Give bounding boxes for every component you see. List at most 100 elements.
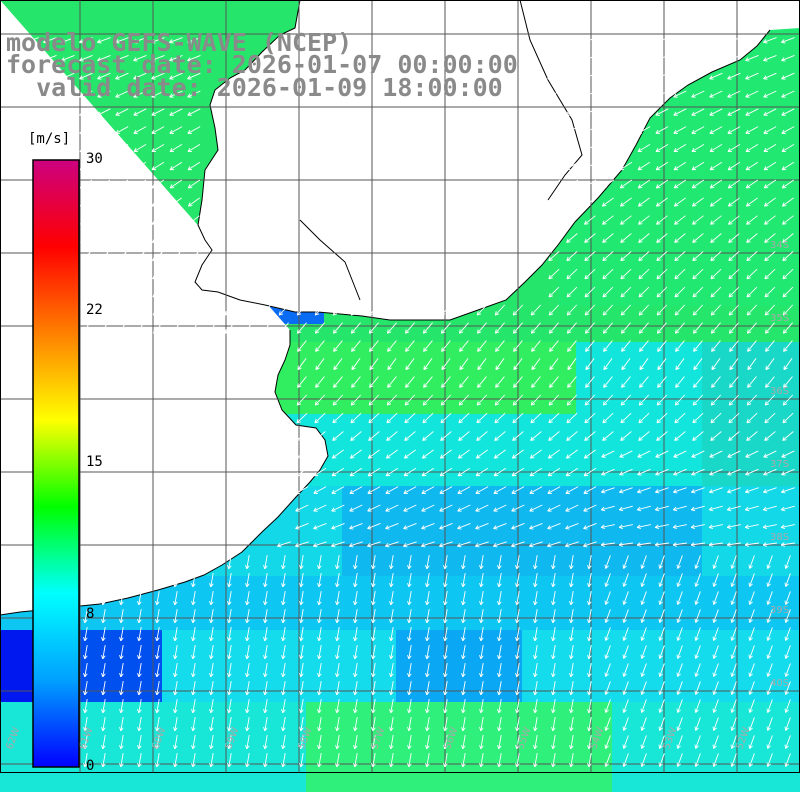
wind-cell — [342, 774, 360, 792]
wind-cell — [324, 486, 342, 504]
border-line — [519, 0, 583, 201]
wind-cell — [756, 54, 774, 72]
wind-cell — [774, 558, 792, 576]
wind-cell — [684, 594, 702, 612]
wind-cell — [612, 504, 630, 522]
wind-cell — [666, 558, 684, 576]
wind-cell — [108, 0, 126, 18]
wind-cell — [594, 684, 612, 702]
wind-cell — [162, 0, 180, 18]
wind-arrow — [745, 72, 759, 80]
wind-cell — [486, 756, 504, 774]
wind-arrow — [61, 72, 75, 80]
wind-cell — [198, 36, 216, 54]
wind-cell — [684, 684, 702, 702]
wind-cell — [468, 774, 486, 792]
wind-cell — [558, 504, 576, 522]
wind-cell — [792, 360, 800, 378]
wind-cell — [666, 126, 684, 144]
wind-cell — [792, 684, 800, 702]
wind-cell — [270, 774, 288, 792]
wind-cell — [738, 72, 756, 90]
wind-cell — [360, 522, 378, 540]
wind-cell — [666, 486, 684, 504]
wind-cell — [198, 72, 216, 90]
wind-cell — [666, 630, 684, 648]
wind-cell — [792, 216, 800, 234]
wind-cell — [432, 774, 450, 792]
wind-cell — [630, 630, 648, 648]
wind-arrow — [691, 37, 705, 44]
wind-cell — [288, 522, 306, 540]
wind-cell — [648, 450, 666, 468]
wind-cell — [684, 576, 702, 594]
wind-cell — [666, 504, 684, 522]
wind-cell — [774, 738, 792, 756]
wind-cell — [630, 612, 648, 630]
wind-cell — [666, 108, 684, 126]
wind-cell — [792, 396, 800, 414]
wind-cell — [756, 486, 774, 504]
wind-cell — [594, 486, 612, 504]
wind-cell — [774, 702, 792, 720]
wind-cell — [198, 54, 216, 72]
wind-cell — [720, 648, 738, 666]
wind-arrow — [79, 90, 93, 98]
wind-cell — [648, 486, 666, 504]
wind-cell — [774, 72, 792, 90]
wind-cell — [666, 684, 684, 702]
wind-cell — [486, 486, 504, 504]
wind-cell — [720, 756, 738, 774]
wind-cell — [684, 702, 702, 720]
wind-cell — [792, 720, 800, 738]
wind-cell — [684, 108, 702, 126]
wind-arrow — [745, 37, 759, 44]
wind-arrow — [619, 54, 633, 62]
wind-cell — [648, 666, 666, 684]
wind-cell — [738, 126, 756, 144]
wind-cell — [792, 54, 800, 72]
wind-cell — [756, 90, 774, 108]
wind-cell — [702, 468, 720, 486]
wind-arrow — [727, 37, 741, 44]
wind-cell — [648, 756, 666, 774]
wind-cell — [306, 504, 324, 522]
wind-cell — [720, 684, 738, 702]
wind-cell — [684, 126, 702, 144]
wind-cell — [630, 504, 648, 522]
wind-arrow — [655, 54, 669, 62]
wind-cell — [630, 486, 648, 504]
wind-cell — [792, 630, 800, 648]
wind-arrow — [169, 37, 183, 44]
wind-cell — [684, 630, 702, 648]
wind-arrow — [547, 37, 561, 44]
wind-cell — [612, 630, 630, 648]
wind-arrow — [619, 72, 633, 80]
wind-cell — [648, 468, 666, 486]
wind-cell — [738, 666, 756, 684]
wind-cell — [792, 198, 800, 216]
wind-cell — [792, 234, 800, 252]
wind-cell — [630, 720, 648, 738]
wind-cell — [612, 594, 630, 612]
wind-cell — [612, 486, 630, 504]
wind-cell — [432, 756, 450, 774]
wind-arrow — [673, 37, 687, 44]
wind-cell — [612, 558, 630, 576]
wind-cell — [162, 756, 180, 774]
wind-arrow — [43, 90, 57, 98]
wind-cell — [270, 756, 288, 774]
wind-cell — [630, 558, 648, 576]
wind-cell — [0, 702, 18, 720]
wind-cell — [342, 486, 360, 504]
wind-cell — [522, 504, 540, 522]
wind-cell — [648, 702, 666, 720]
wind-cell — [738, 486, 756, 504]
wind-cell — [594, 504, 612, 522]
wind-cell — [666, 756, 684, 774]
wind-cell — [684, 558, 702, 576]
wind-cell — [630, 684, 648, 702]
wind-arrow — [655, 72, 669, 80]
wind-cell — [522, 486, 540, 504]
wind-cell — [414, 756, 432, 774]
